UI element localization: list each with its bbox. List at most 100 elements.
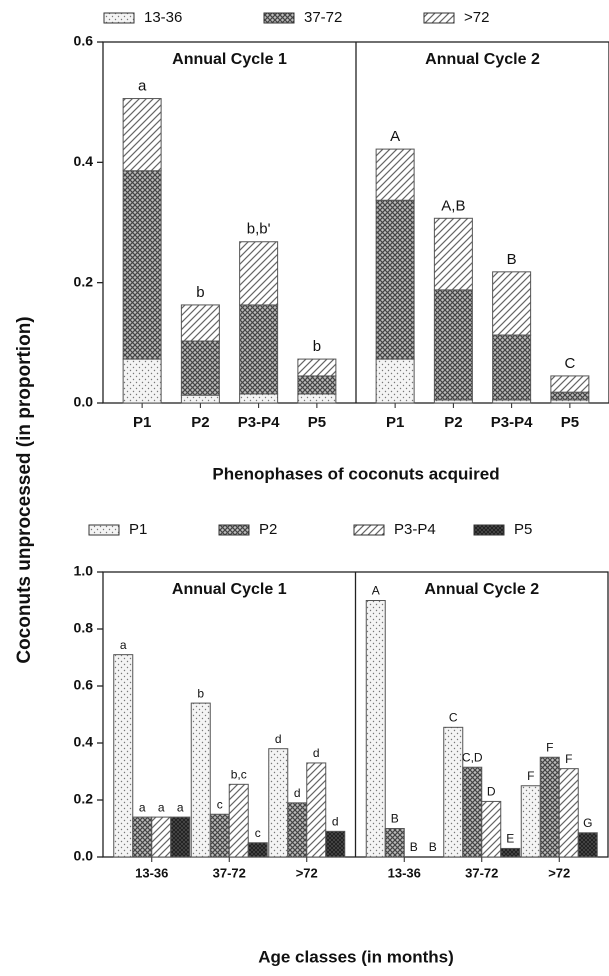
x-tick-label: >72	[548, 865, 570, 880]
panel-title: Annual Cycle 1	[172, 51, 287, 68]
bar	[500, 847, 521, 858]
y-tick-label: 0.2	[74, 273, 94, 289]
bar-annotation: F	[565, 752, 572, 766]
bar-annotation: B	[507, 251, 517, 268]
legend-label: 37-72	[304, 9, 342, 26]
y-tick-label: 1.0	[74, 563, 94, 579]
bar-annotation: a	[120, 638, 127, 652]
x-tick-label: P3-P4	[238, 414, 280, 431]
bar-segment	[375, 358, 415, 404]
bar-annotation: C	[564, 355, 575, 372]
bar-segment	[375, 199, 415, 360]
x-tick-label: P2	[444, 414, 462, 431]
bar	[306, 762, 327, 858]
bar	[287, 802, 308, 858]
bar-annotation: A	[372, 584, 380, 598]
bar	[209, 813, 230, 858]
panel-title: Annual Cycle 2	[424, 581, 539, 598]
bar-annotation: A	[390, 128, 400, 145]
bar-annotation: D	[487, 785, 496, 799]
bar-annotation: a	[177, 800, 184, 814]
bar-segment	[550, 375, 590, 393]
bar-segment	[180, 394, 220, 404]
bar-segment	[297, 393, 337, 404]
legend-swatch	[473, 524, 505, 536]
bar	[325, 830, 346, 858]
bar	[384, 828, 405, 858]
bar-annotation: b	[197, 686, 204, 700]
bar-segment	[297, 375, 337, 395]
y-tick-label: 0.0	[74, 394, 94, 410]
bar-segment	[122, 358, 162, 404]
bar-annotation: B	[410, 840, 418, 854]
legend-swatch	[353, 524, 385, 536]
bar-segment	[492, 271, 532, 336]
bar-segment	[122, 98, 162, 172]
x-tick-label: >72	[296, 865, 318, 880]
bar	[365, 600, 386, 858]
bar-segment	[297, 358, 337, 377]
y-tick-label: 0.8	[74, 620, 94, 636]
bar	[190, 702, 211, 858]
legend-label: P1	[129, 521, 147, 538]
bar-segment	[492, 334, 532, 401]
y-tick-label: 0.2	[74, 791, 94, 807]
bar	[170, 816, 191, 858]
bar-annotation: B	[429, 840, 437, 854]
bar-segment	[122, 170, 162, 360]
bar	[228, 783, 249, 858]
bar-annotation: d	[294, 786, 301, 800]
legend-swatch	[263, 12, 295, 24]
bar-annotation: d	[332, 815, 339, 829]
bar-annotation: b	[196, 284, 204, 301]
bar-annotation: E	[506, 832, 514, 846]
bar-annotation: b	[313, 338, 321, 355]
bar-annotation: B	[391, 812, 399, 826]
bar-annotation: b,b'	[247, 221, 271, 238]
bar-segment	[375, 148, 415, 201]
x-tick-label: 13-36	[135, 865, 168, 880]
bar-annotation: d	[313, 746, 320, 760]
x-tick-label: P2	[191, 414, 209, 431]
bar	[577, 832, 598, 858]
legend-label: P5	[514, 521, 532, 538]
x-axis-label: Phenophases of coconuts acquired	[212, 464, 499, 483]
bar	[247, 842, 268, 858]
x-axis-label: Age classes (in months)	[258, 947, 454, 966]
bar	[558, 768, 579, 858]
panel-title: Annual Cycle 2	[425, 51, 540, 68]
panel-title: Annual Cycle 1	[172, 581, 287, 598]
bar	[481, 800, 502, 858]
x-tick-label: P3-P4	[491, 414, 533, 431]
bar-annotation: F	[546, 740, 553, 754]
bar	[462, 766, 483, 858]
y-tick-label: 0.4	[74, 153, 94, 169]
bar-annotation: G	[583, 816, 592, 830]
bar-segment	[239, 393, 279, 404]
x-tick-label: P1	[386, 414, 404, 431]
bar-annotation: a	[139, 800, 146, 814]
y-tick-label: 0.6	[74, 677, 94, 693]
x-tick-label: P1	[133, 414, 151, 431]
bar	[539, 756, 560, 858]
bar-annotation: c	[217, 797, 223, 811]
bar-annotation: C,D	[462, 750, 483, 764]
y-tick-label: 0.4	[74, 734, 94, 750]
legend-label: P3-P4	[394, 521, 436, 538]
bar-annotation: A,B	[441, 197, 465, 214]
bar-segment	[239, 304, 279, 395]
legend-swatch	[218, 524, 250, 536]
bar-segment	[239, 241, 279, 306]
y-tick-label: 0.6	[74, 33, 94, 49]
bar-segment	[433, 289, 473, 401]
bar-segment	[550, 391, 590, 401]
bar-annotation: a	[138, 78, 147, 95]
bar	[520, 785, 541, 858]
bar-annotation: c	[255, 826, 261, 840]
legend-label: >72	[464, 9, 489, 26]
x-tick-label: P5	[308, 414, 326, 431]
bar	[443, 726, 464, 858]
bar-annotation: a	[158, 800, 165, 814]
legend-swatch	[423, 12, 455, 24]
